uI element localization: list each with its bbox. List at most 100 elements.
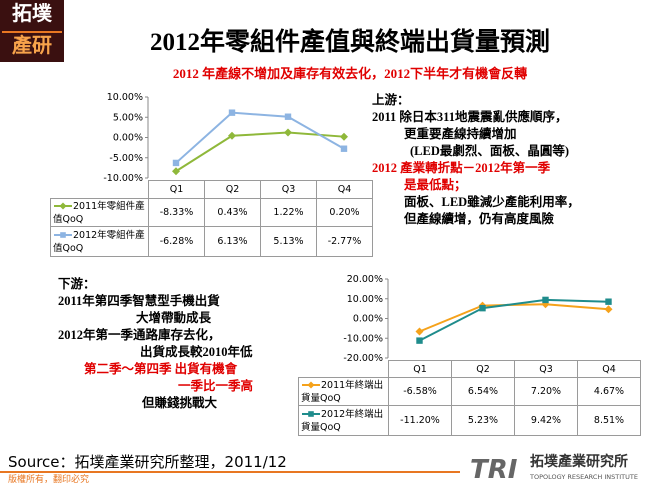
note-line: (LED最劇烈、面板、晶圓等): [410, 143, 569, 158]
note-line: 2011年第四季智慧型手機出貨: [58, 293, 220, 308]
data-table: Q1 Q2 Q3 Q4 2011年零組件產值QoQ -8.33% 0.43% 1.22% 0.2…: [50, 180, 373, 257]
value-label: -2.77%: [316, 226, 373, 257]
legend-key: [54, 202, 72, 210]
series-row: 2012年終端出貨量QoQ -11.20% 5.23% 9.42% 8.51%: [298, 405, 641, 436]
point: [340, 145, 348, 152]
point: [228, 131, 236, 140]
header-row: Q1 Q2 Q3 Q4: [298, 360, 641, 378]
corner-cell: [50, 180, 149, 199]
legend-cell: 2011年零組件產值QoQ: [50, 198, 149, 227]
y-tick-label: -10.00%: [343, 333, 383, 344]
y-tick-label: 0.00%: [113, 133, 143, 144]
value-label: -6.28%: [148, 226, 205, 257]
category-label: Q2: [451, 360, 515, 378]
value-label: 1.22%: [260, 198, 317, 227]
point: [59, 202, 67, 210]
data-table: Q1 Q2 Q3 Q4 2011年終端出貨量QoQ -6.58% 6.54% 7.20% 4.6…: [298, 360, 641, 436]
note-line: 大增帶動成長: [136, 310, 212, 325]
legend-label: 2011年終端出貨量QoQ: [301, 379, 384, 404]
legend-cell: 2012年終端出貨量QoQ: [298, 405, 389, 436]
y-tick-label: -5.00%: [109, 153, 143, 164]
note-line: 2011 除日本311地震震亂供應順序，: [372, 109, 568, 124]
note-line: 但賺錢挑戰大: [141, 395, 218, 410]
value-label: 7.20%: [514, 377, 578, 406]
value-label: -11.20%: [388, 405, 452, 436]
category-label: Q4: [577, 360, 641, 378]
legend-key: [302, 411, 320, 417]
value-label: -8.33%: [148, 198, 205, 227]
y-tick-label: -20.00%: [343, 353, 383, 364]
brand-short: TRI: [470, 455, 518, 485]
legend-key: [54, 232, 72, 238]
point: [415, 327, 424, 336]
legend-label: 2011年零組件產值QoQ: [53, 200, 145, 225]
series-line: [419, 303, 609, 333]
slide-subtitle: 2012 年產線不增加及庫存有效去化，2012下半年才有機會反轉: [173, 66, 527, 81]
point: [542, 296, 549, 304]
value-label: 5.23%: [451, 405, 515, 436]
series-line: [175, 131, 345, 173]
value-label: 6.13%: [204, 226, 261, 257]
point: [416, 337, 423, 344]
source: Source：拓墣產業研究所整理，2011/12: [8, 453, 287, 471]
note-line: 第二季～第四季 出貨有機會: [84, 361, 238, 376]
value-label: 0.43%: [204, 198, 261, 227]
slide-title: 2012年零組件產值與終端出貨量預測: [150, 27, 550, 56]
series-line: [175, 111, 345, 164]
legend-label: 2012年終端出貨量QoQ: [301, 408, 384, 433]
legend-key: [302, 381, 320, 389]
point: [308, 411, 314, 417]
point: [284, 128, 292, 137]
y-tick-label: 5.00%: [113, 112, 143, 123]
y-tick-label: 0.00%: [353, 314, 383, 325]
logo-text: 拓墣: [12, 1, 53, 25]
series-row: 2012年零組件產值QoQ -6.28% 6.13% 5.13% -2.77%: [50, 226, 373, 257]
logo-text: 產研: [12, 33, 52, 57]
note-line: 但產線續增，仍有高度風險: [403, 211, 555, 226]
value-label: 6.54%: [451, 377, 515, 406]
note-line: 2012 產業轉折點－2012年第一季: [372, 160, 551, 175]
series-line: [419, 298, 609, 342]
value-label: 4.67%: [577, 377, 641, 406]
series-row: 2011年終端出貨量QoQ -6.58% 6.54% 7.20% 4.67%: [298, 377, 641, 406]
note-line: 出貨成長較2010年低: [140, 344, 253, 359]
value-label: -6.58%: [388, 377, 452, 406]
point: [307, 381, 315, 389]
brand-english: TOPOLOGY RESEARCH INSTITUTE: [529, 473, 638, 481]
legend-label: 2012年零組件產值QoQ: [53, 229, 145, 254]
category-label: Q1: [148, 180, 205, 199]
point: [284, 113, 292, 120]
category-label: Q3: [514, 360, 578, 378]
category-label: Q2: [204, 180, 261, 199]
note-line: 是最低點；: [403, 177, 467, 192]
category-label: Q1: [388, 360, 452, 378]
note-line: 2012年第一季通路庫存去化，: [58, 327, 221, 342]
y-tick-label: -10.00%: [103, 173, 143, 184]
value-label: 8.51%: [577, 405, 641, 436]
header-row: Q1 Q2 Q3 Q4: [50, 180, 373, 199]
legend-cell: 2011年終端出貨量QoQ: [298, 377, 389, 406]
point: [605, 298, 612, 305]
point: [60, 232, 66, 238]
point: [172, 167, 180, 176]
series-row: 2011年零組件產值QoQ -8.33% 0.43% 1.22% 0.20%: [50, 198, 373, 227]
y-tick-label: 10.00%: [107, 92, 143, 103]
value-label: 5.13%: [260, 226, 317, 257]
y-tick-label: 20.00%: [347, 274, 383, 285]
corner-cell: [298, 360, 389, 378]
point: [228, 109, 236, 116]
note-line: 更重要產線持續增加: [404, 126, 517, 141]
value-label: 9.42%: [514, 405, 578, 436]
brand-name: 拓墣產業研究所: [530, 453, 628, 470]
note-line: 上游：: [372, 92, 410, 107]
point: [172, 159, 180, 167]
legend-cell: 2012年零組件產值QoQ: [50, 226, 149, 257]
value-label: 0.20%: [316, 198, 373, 227]
note-line: 一季比一季高: [178, 378, 253, 393]
category-label: Q3: [260, 180, 317, 199]
logo-stripe: [2, 31, 62, 33]
y-tick-label: 10.00%: [347, 294, 383, 305]
category-label: Q4: [316, 180, 373, 199]
